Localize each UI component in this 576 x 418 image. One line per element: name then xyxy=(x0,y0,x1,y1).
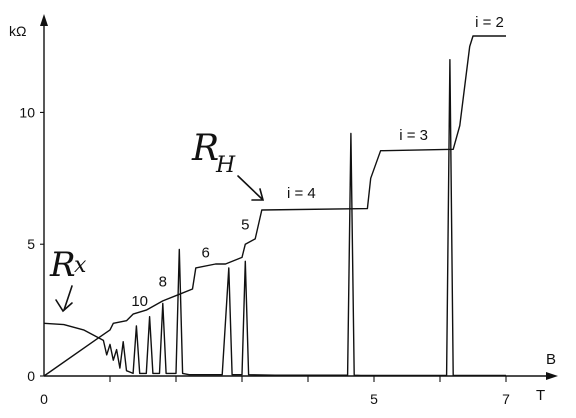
y-unit-label: kΩ xyxy=(9,23,26,39)
x-tick-label: 0 xyxy=(40,391,48,407)
rh-subscript: H xyxy=(215,153,236,178)
y-ticks: 0 5 10 xyxy=(19,104,44,384)
plateau-label: i = 4 xyxy=(287,185,316,202)
series-line-rx xyxy=(43,59,506,377)
rx-letter: R xyxy=(49,245,76,285)
y-axis-arrow-icon xyxy=(40,14,48,26)
x-ticks: 0 5 7 xyxy=(40,376,510,407)
plateau-label: i = 2 xyxy=(475,14,504,31)
rx-arrow-line xyxy=(63,285,73,311)
plateau-label: 10 xyxy=(131,293,148,310)
handwritten-rx-label: R x xyxy=(49,245,87,313)
plateau-label: 6 xyxy=(202,244,210,261)
plateau-label: 5 xyxy=(241,217,249,234)
plateau-label: 8 xyxy=(159,273,167,290)
x-tick-label: 5 xyxy=(370,391,378,407)
rh-arrow-line xyxy=(237,175,263,200)
rx-subscript: x xyxy=(74,253,87,278)
series-line-rh xyxy=(43,35,506,377)
x-axis-arrow-icon xyxy=(546,372,558,380)
y-tick-label: 10 xyxy=(19,104,35,120)
plateau-labels: 10 8 6 5 i = 4 i = 3 i = 2 xyxy=(131,14,504,310)
plateau-label: i = 3 xyxy=(399,127,428,144)
y-tick-label: 0 xyxy=(27,368,35,384)
y-tick-label: 5 xyxy=(27,236,35,252)
rx-arrow-head-icon xyxy=(55,299,73,313)
handwritten-rh-label: R H xyxy=(191,128,265,201)
x-unit-label: T xyxy=(536,387,545,404)
rh-letter: R xyxy=(191,128,219,169)
x-axis-letter: B xyxy=(546,351,556,368)
rh-arrow-head-icon xyxy=(251,188,265,201)
x-tick-label: 7 xyxy=(502,391,510,407)
